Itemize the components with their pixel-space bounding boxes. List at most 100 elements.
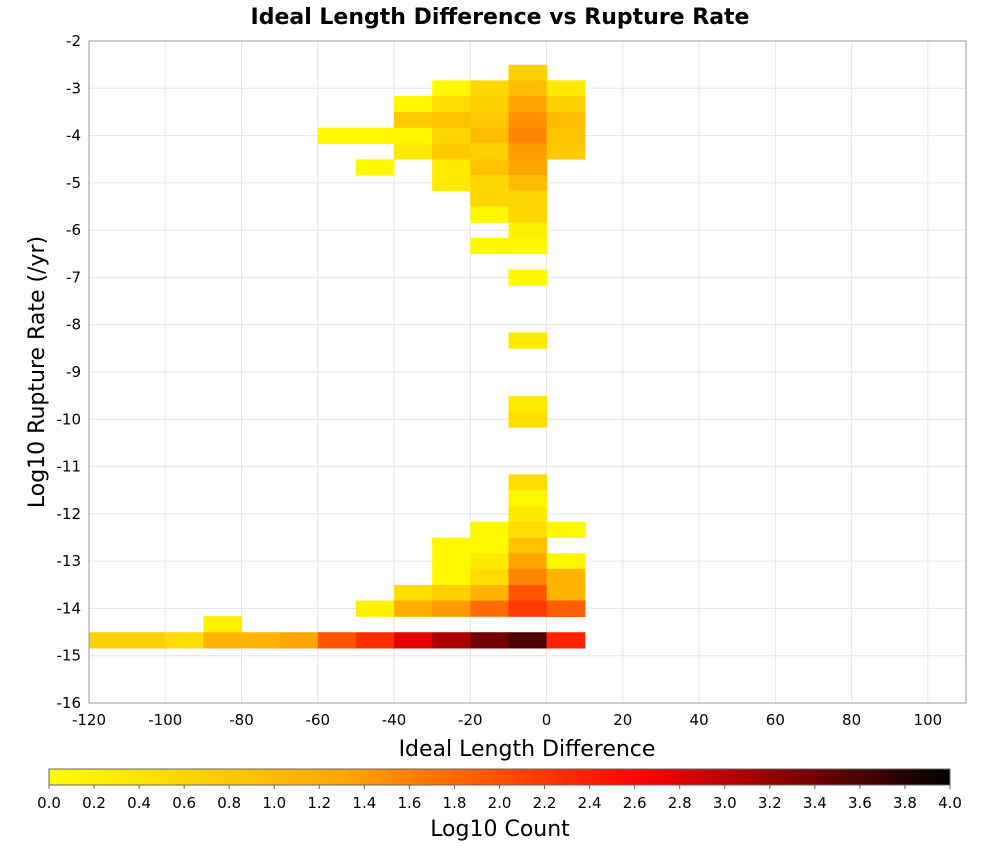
heatmap-cell — [432, 127, 471, 144]
colorbar-tick-label: 3.8 — [893, 794, 917, 812]
colorbar-tick-label: 1.0 — [262, 794, 286, 812]
heatmap-cell — [355, 159, 395, 176]
heatmap-cell — [432, 600, 471, 617]
heatmap-cell — [470, 237, 509, 255]
y-tick-label: -3 — [66, 79, 81, 97]
heatmap-cell — [432, 96, 471, 113]
y-tick-label: -5 — [66, 174, 81, 192]
heatmap-cell — [470, 521, 509, 538]
heatmap-cell — [470, 96, 509, 113]
heatmap-cell — [432, 80, 471, 97]
x-tick-label: 100 — [914, 711, 943, 729]
heatmap-cell — [470, 568, 509, 586]
heatmap-cell — [470, 190, 509, 207]
heatmap-cell — [508, 159, 548, 176]
heatmap-cell — [508, 600, 548, 617]
heatmap-cell — [470, 143, 509, 160]
heatmap-cell — [432, 143, 471, 160]
heatmap-cell — [432, 112, 471, 129]
y-tick-label: -13 — [57, 552, 82, 570]
colorbar-tick-label: 2.8 — [668, 794, 692, 812]
x-tick-label: -100 — [148, 711, 182, 729]
x-tick-label: 40 — [690, 711, 709, 729]
heatmap-cell — [508, 632, 548, 649]
heatmap-cell — [470, 600, 509, 617]
heatmap-cell — [508, 64, 548, 82]
x-tick-label: -60 — [306, 711, 331, 729]
colorbar-tick-label: 2.4 — [578, 794, 602, 812]
heatmap-cell — [508, 174, 548, 192]
colorbar-tick-label: 2.0 — [488, 794, 512, 812]
y-tick-label: -15 — [57, 647, 82, 665]
heatmap-cell — [317, 127, 357, 144]
colorbar-tick-label: 2.2 — [533, 794, 557, 812]
heatmap-cell — [508, 206, 548, 223]
x-axis-label: Ideal Length Difference — [399, 737, 656, 762]
heatmap-cell — [394, 584, 433, 602]
heatmap-cell — [394, 600, 433, 617]
heatmap-cell — [394, 632, 433, 649]
heatmap-cell — [317, 632, 357, 649]
colorbar-tick-label: 4.0 — [938, 794, 962, 812]
heatmap-cell — [546, 521, 586, 538]
heatmap-cell — [508, 112, 548, 129]
heatmap-cell — [508, 490, 548, 507]
heatmap-cell — [470, 553, 509, 570]
heatmap-cell — [89, 632, 128, 649]
plot-frame — [88, 40, 967, 704]
heatmap-cell — [394, 143, 433, 160]
colorbar-tick-label: 1.2 — [307, 794, 331, 812]
heatmap-cell — [470, 80, 509, 97]
heatmap-cell — [241, 632, 281, 649]
heatmap-cell — [508, 568, 548, 586]
heatmap-cell — [165, 632, 204, 649]
y-tick-label: -6 — [66, 221, 81, 239]
colorbar — [48, 768, 951, 786]
heatmap-cell — [508, 505, 548, 523]
y-tick-label: -8 — [66, 316, 81, 334]
colorbar-tick-label: 3.6 — [848, 794, 872, 812]
heatmap-cell — [508, 190, 548, 207]
heatmap-cell — [432, 553, 471, 570]
y-tick-label: -12 — [57, 505, 82, 523]
heatmap-cell — [546, 600, 586, 617]
heatmap-cell — [127, 632, 166, 649]
heatmap-cell — [355, 632, 395, 649]
heatmap-cell — [508, 127, 548, 144]
heatmap-cell — [508, 584, 548, 602]
heatmap-cell — [470, 584, 509, 602]
x-tick-label: -20 — [458, 711, 483, 729]
y-tick-labels: -2 -3 -4 -5 -6 -7 -8 -9 -10 -11 -12 -13 -14 -15 -16 — [57, 32, 82, 712]
x-tick-labels: -120 -100 -80 -60 -40 -20 0 20 40 60 80 100 — [72, 711, 942, 729]
colorbar-label: Log10 Count — [430, 817, 570, 842]
heatmap-cell — [508, 143, 548, 160]
heatmap-cell — [546, 80, 586, 97]
x-tick-label: -120 — [72, 711, 106, 729]
heatmap-cell — [508, 237, 548, 255]
heatmap-cell — [508, 96, 548, 113]
heatmap-cell — [470, 127, 509, 144]
heatmap-cell — [432, 632, 471, 649]
colorbar-tick-label: 0.6 — [172, 794, 196, 812]
x-tick-label: -40 — [382, 711, 407, 729]
y-tick-label: -2 — [66, 32, 81, 50]
heatmap-cell — [355, 127, 395, 144]
y-tick-label: -14 — [57, 599, 82, 617]
heatmap-cell — [546, 553, 586, 570]
colorbar-tick-label: 3.2 — [758, 794, 782, 812]
y-tick-label: -16 — [57, 694, 82, 712]
heatmap-cell — [355, 600, 395, 617]
heatmap-cell — [432, 584, 471, 602]
heatmap-cell — [470, 632, 509, 649]
heatmap-cell — [432, 174, 471, 192]
heatmap-cell — [394, 127, 433, 144]
colorbar-tick-label: 1.8 — [443, 794, 467, 812]
heatmap-cell — [508, 411, 548, 428]
heatmap-cell — [546, 632, 586, 649]
heatmap-cell — [508, 521, 548, 538]
heatmap-cell — [508, 332, 548, 349]
heatmap-cell — [432, 568, 471, 586]
colorbar-tick-label: 3.0 — [713, 794, 737, 812]
heatmap-cell — [508, 80, 548, 97]
